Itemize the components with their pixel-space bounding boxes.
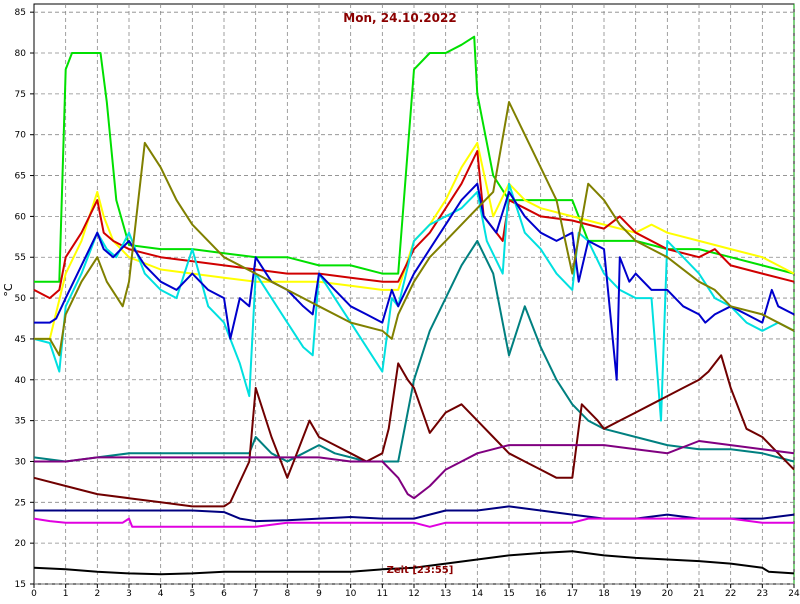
grid <box>33 3 795 585</box>
series-line-9 <box>34 440 795 500</box>
x-tick-label: 9 <box>316 589 322 599</box>
y-tick-label: 25 <box>15 498 26 508</box>
x-tick-label: 12 <box>408 589 419 599</box>
x-tick-label: 20 <box>662 589 674 599</box>
x-tick-label: 2 <box>94 589 100 599</box>
y-tick-label: 65 <box>15 172 26 182</box>
y-tick-label: 75 <box>15 90 26 100</box>
y-tick-label: 35 <box>15 417 26 427</box>
x-tick-label: 16 <box>535 589 547 599</box>
x-tick-label: 22 <box>725 589 736 599</box>
series-line-8 <box>33 354 795 508</box>
series-line-5 <box>34 182 795 381</box>
x-tick-label: 5 <box>189 589 195 599</box>
series-line-11 <box>33 517 794 528</box>
x-tick-label: 18 <box>598 589 610 599</box>
y-tick-label: 20 <box>15 539 27 549</box>
x-tick-label: 24 <box>788 589 800 599</box>
x-tick-label: 1 <box>63 589 69 599</box>
y-tick-label: 40 <box>15 376 27 386</box>
y-tick-label: 15 <box>15 580 26 590</box>
y-tick-label: 70 <box>15 131 27 141</box>
series-line-1 <box>34 35 795 283</box>
x-tick-label: 11 <box>377 589 388 599</box>
x-tick-label: 0 <box>31 589 37 599</box>
x-tick-label: 3 <box>126 589 132 599</box>
x-tick-label: 6 <box>221 589 227 599</box>
axes: 0 1 2 3 4 5 6 7 8 9 10 11 12 13 14 15 16 17 18 19 20 21 22 23 24… <box>15 8 800 599</box>
x-tick-label: 4 <box>158 589 164 599</box>
x-tick-label: 15 <box>503 589 514 599</box>
x-tick-label: 8 <box>284 589 290 599</box>
x-tick-label: 14 <box>472 589 484 599</box>
y-tick-label: 50 <box>15 294 27 304</box>
y-tick-label: 80 <box>15 49 27 59</box>
y-axis-label: °C <box>2 283 15 297</box>
x-tick-label: 17 <box>567 589 578 599</box>
x-tick-label: 21 <box>693 589 704 599</box>
chart-title: Mon, 24.10.2022 <box>343 11 456 25</box>
x-tick-label: 10 <box>345 589 357 599</box>
series-line-3 <box>33 150 795 300</box>
y-tick-label: 55 <box>15 253 26 263</box>
x-tick-label: 19 <box>630 589 642 599</box>
series-line-6 <box>34 101 795 357</box>
x-axis-label: Zeit [23:55] <box>387 565 454 576</box>
x-tick-label: 13 <box>440 589 451 599</box>
x-tick-label: 7 <box>253 589 259 599</box>
x-tick-label: 23 <box>757 589 768 599</box>
y-tick-label: 85 <box>15 8 26 18</box>
series-line-7 <box>33 239 795 463</box>
y-tick-label: 30 <box>15 457 27 467</box>
y-tick-label: 45 <box>15 335 26 345</box>
series-lines <box>33 35 795 576</box>
series-line-12 <box>33 550 795 576</box>
y-tick-label: 60 <box>15 212 27 222</box>
series-line-10 <box>34 505 795 523</box>
